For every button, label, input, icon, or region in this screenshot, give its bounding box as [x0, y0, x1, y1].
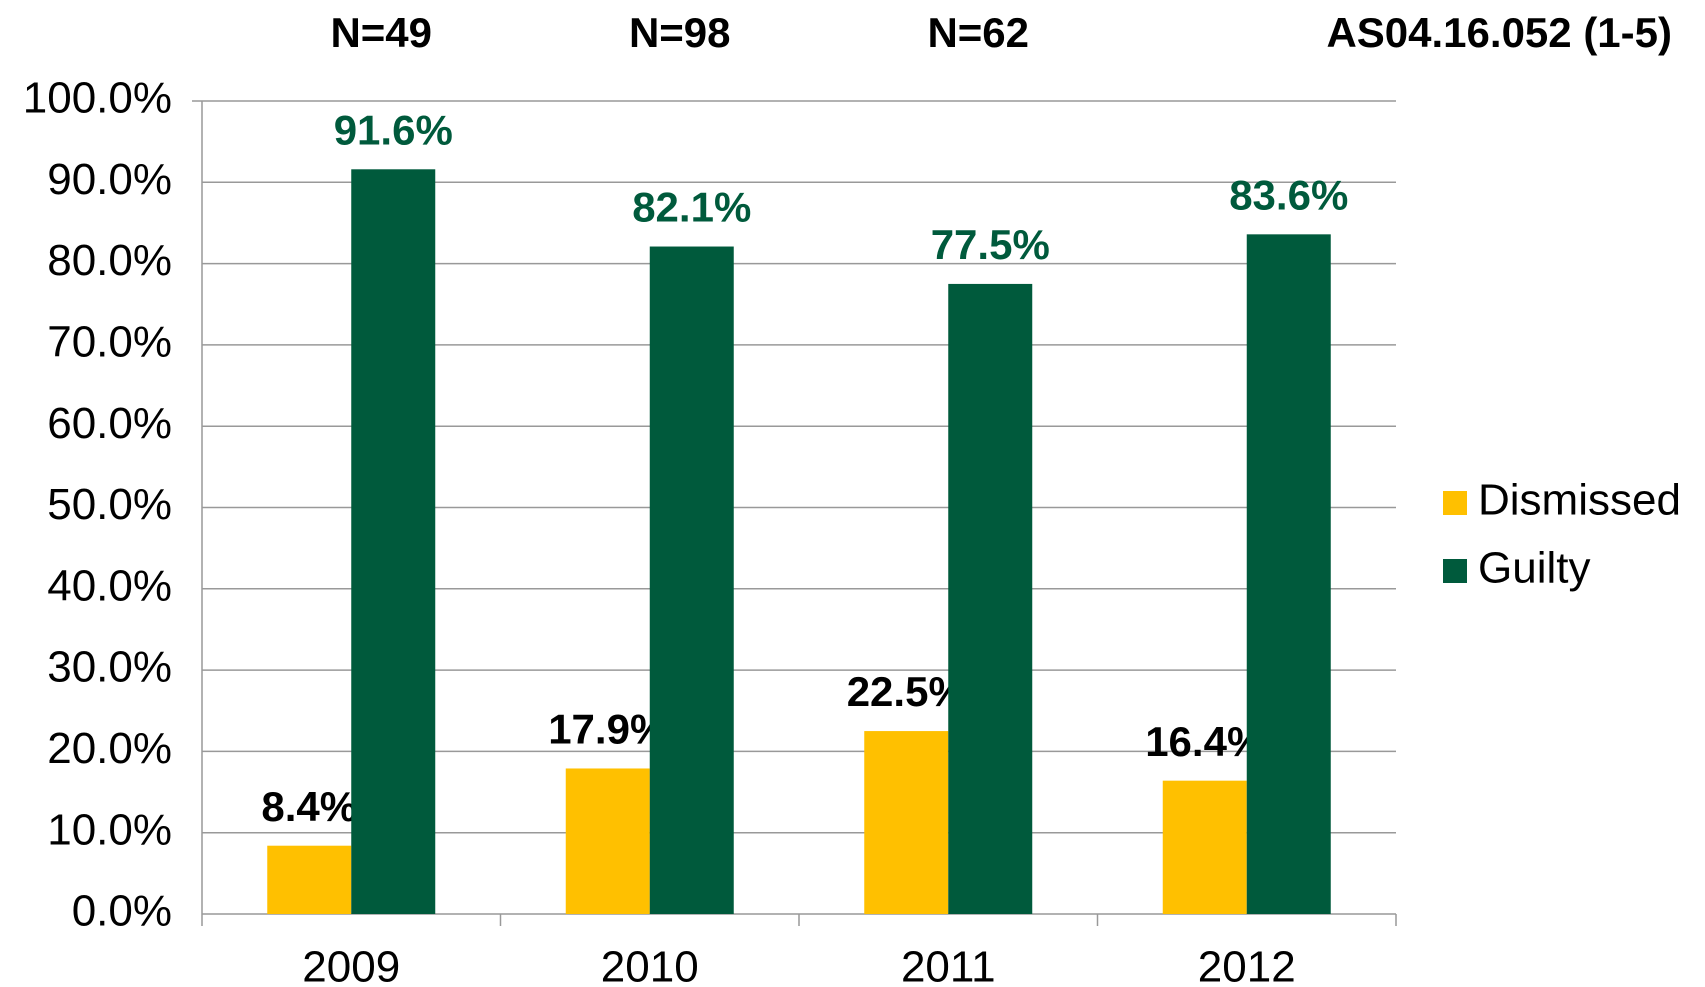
- y-tick-label: 80.0%: [47, 236, 172, 285]
- data-label: 77.5%: [931, 221, 1050, 268]
- y-tick-label: 30.0%: [47, 643, 172, 692]
- y-tick-label: 90.0%: [47, 155, 172, 204]
- legend-swatch: [1443, 491, 1467, 515]
- bar: [565, 768, 650, 914]
- bar: [649, 246, 734, 915]
- data-label: 82.1%: [632, 184, 751, 231]
- y-tick-label: 20.0%: [47, 724, 172, 773]
- data-label: 8.4%: [261, 783, 357, 830]
- bar: [267, 845, 352, 914]
- data-label: 22.5%: [847, 668, 966, 715]
- legend-label: Guilty: [1478, 544, 1590, 593]
- y-tick-label: 10.0%: [47, 805, 172, 854]
- data-label: 83.6%: [1229, 171, 1348, 218]
- x-tick-label: 2009: [302, 943, 400, 987]
- bar: [948, 283, 1033, 914]
- x-tick-label: 2010: [601, 943, 699, 987]
- data-label: 16.4%: [1145, 718, 1264, 765]
- y-tick-label: 40.0%: [47, 561, 172, 610]
- data-label: 17.9%: [548, 706, 667, 753]
- y-tick-label: 0.0%: [72, 887, 172, 936]
- bar: [1162, 780, 1247, 914]
- x-tick-label: 2012: [1198, 943, 1296, 987]
- data-label: 91.6%: [334, 106, 453, 153]
- legend-label: Dismissed: [1478, 476, 1681, 525]
- annotation: N=98: [629, 9, 731, 56]
- x-tick-label: 2011: [901, 943, 996, 987]
- y-tick-label: 60.0%: [47, 399, 172, 448]
- annotation: N=62: [927, 9, 1029, 56]
- bar: [351, 169, 436, 915]
- bar: [864, 731, 949, 914]
- bar: [1246, 234, 1331, 914]
- y-tick-label: 70.0%: [47, 318, 172, 367]
- legend-swatch: [1443, 559, 1467, 583]
- y-tick-label: 100.0%: [23, 74, 172, 123]
- chart-title: AS04.16.052 (1-5): [1326, 9, 1672, 56]
- y-tick-label: 50.0%: [47, 480, 172, 529]
- annotation: N=49: [330, 9, 432, 56]
